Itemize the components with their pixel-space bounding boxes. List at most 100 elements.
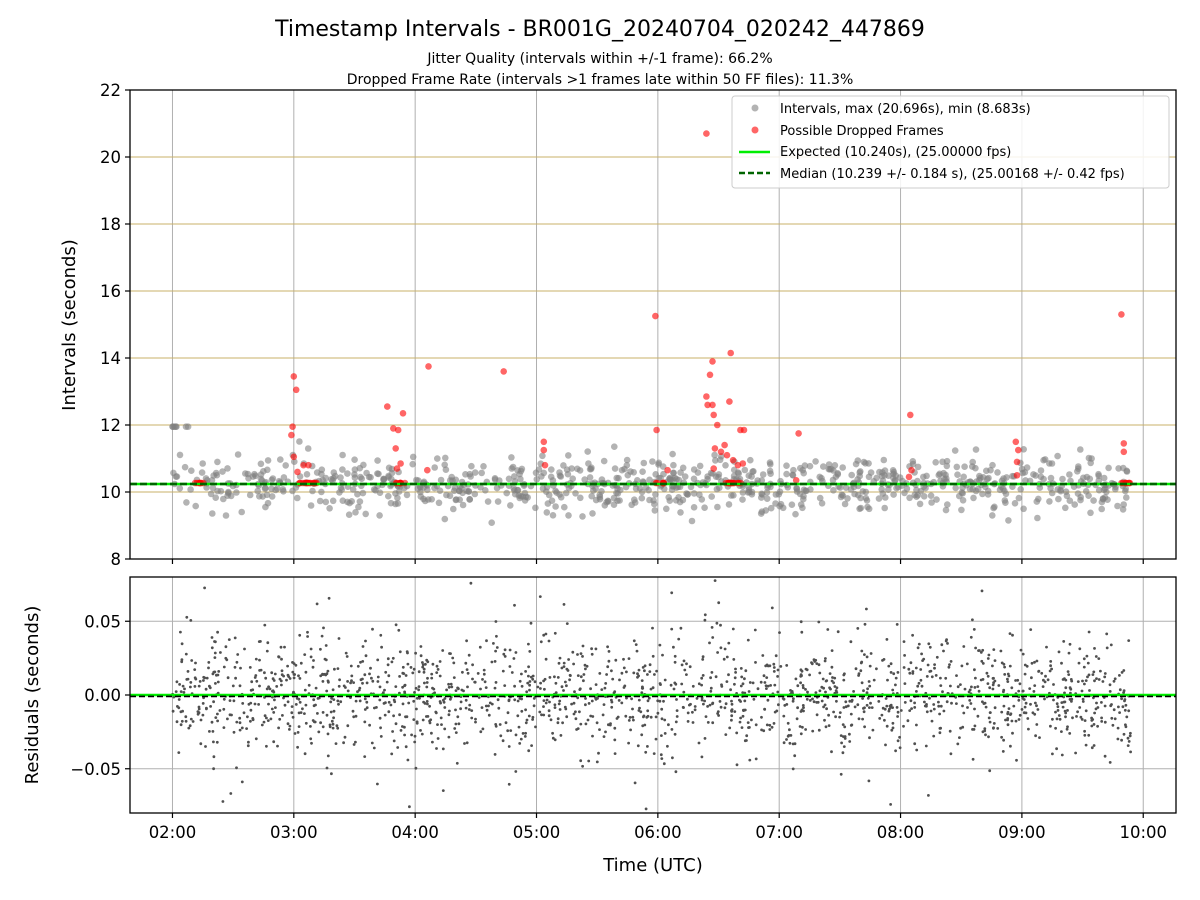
residual-point (1123, 708, 1127, 712)
residual-point (1110, 716, 1114, 720)
interval-point (354, 490, 361, 498)
interval-point (272, 486, 279, 494)
residual-point (189, 681, 193, 684)
interval-point (977, 474, 984, 482)
residual-point (983, 727, 987, 731)
residual-point (383, 688, 386, 692)
residual-point (1064, 686, 1068, 690)
chart-subtitle-jitter: Jitter Quality (intervals within +/-1 fr… (426, 51, 772, 67)
residual-point (1084, 709, 1088, 713)
residual-point (1074, 751, 1077, 755)
residual-point (331, 688, 335, 692)
residual-point (502, 652, 506, 656)
residual-point (422, 667, 426, 671)
residual-point (1075, 715, 1078, 718)
residual-point (1086, 661, 1090, 665)
residual-point (306, 630, 309, 634)
residual-point (788, 728, 791, 732)
dropped-frame-point (795, 430, 802, 437)
residual-point (860, 649, 864, 653)
residual-point (859, 669, 863, 673)
interval-point (465, 488, 472, 495)
residual-point (177, 706, 181, 710)
residual-point (996, 727, 1000, 730)
residual-point (631, 715, 635, 719)
dropped-frame-point (706, 371, 714, 379)
residual-point (875, 667, 878, 671)
interval-point (478, 469, 486, 477)
residual-point (1120, 738, 1123, 742)
top-y-axis-label: Intervals (seconds) (59, 239, 80, 411)
residual-point (776, 675, 779, 678)
interval-point (600, 457, 608, 465)
interval-point (892, 477, 899, 484)
interval-point (359, 489, 367, 497)
residual-point (471, 677, 474, 681)
residual-point (426, 660, 430, 664)
residual-point (351, 709, 355, 713)
interval-point (1026, 477, 1034, 485)
residual-point (1077, 661, 1081, 665)
residual-point (970, 685, 973, 689)
interval-point (337, 484, 345, 492)
residual-point (254, 657, 258, 661)
residual-point (838, 711, 842, 714)
residual-point (956, 685, 960, 689)
residual-point (330, 772, 333, 776)
residual-point (916, 646, 920, 650)
residual-point (590, 699, 594, 703)
residual-point (666, 744, 669, 748)
residual-point (345, 655, 349, 658)
residual-point (337, 702, 340, 706)
residual-point (1021, 652, 1025, 656)
residual-point (1065, 727, 1069, 731)
residual-point (595, 721, 599, 725)
residual-point (358, 699, 362, 703)
residual-point (613, 738, 617, 742)
residual-point (1051, 717, 1054, 721)
chart-title: Timestamp Intervals - BR001G_20240704_02… (274, 17, 925, 42)
interval-point (539, 452, 546, 460)
x-tick-label: 09:00 (998, 823, 1046, 842)
residual-point (892, 672, 896, 676)
residual-point (250, 680, 254, 684)
interval-point (1067, 477, 1074, 485)
residual-point (949, 684, 952, 688)
residual-point (630, 697, 633, 701)
interval-point (176, 485, 184, 492)
dropped-frame-point (703, 393, 710, 400)
interval-point (533, 476, 541, 483)
interval-point (994, 469, 1001, 476)
interval-point (543, 509, 551, 516)
residual-point (423, 681, 426, 685)
interval-point (841, 500, 849, 508)
residual-point (337, 637, 341, 640)
residual-point (640, 679, 644, 682)
residual-point (930, 719, 934, 723)
residual-point (948, 729, 952, 733)
interval-point (192, 502, 199, 510)
residual-point (660, 757, 664, 760)
interval-point (586, 474, 594, 481)
residual-point (179, 630, 182, 634)
residual-point (840, 741, 843, 745)
interval-point (854, 491, 862, 499)
residual-point (659, 753, 663, 757)
residual-point (920, 652, 923, 656)
residual-point (1038, 736, 1041, 739)
dropped-frame-point (1012, 438, 1020, 446)
residual-point (265, 649, 269, 653)
residual-point (222, 726, 226, 729)
residual-point (1046, 678, 1050, 682)
residual-point (923, 700, 926, 704)
residual-point (539, 681, 542, 685)
residual-point (197, 684, 201, 688)
residual-point (642, 714, 646, 718)
residual-point (765, 687, 768, 690)
residual-point (597, 751, 600, 755)
residual-point (387, 710, 391, 714)
residual-point (490, 660, 494, 664)
dropped-frame-point (714, 421, 721, 429)
residual-point (401, 665, 405, 669)
interval-point (233, 489, 240, 496)
